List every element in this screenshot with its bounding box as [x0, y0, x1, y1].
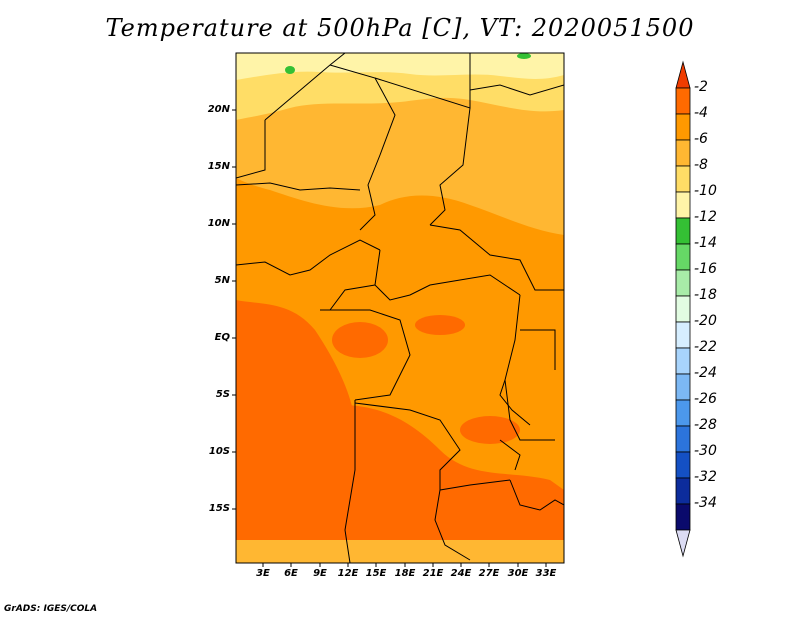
colorbar-label: -16	[694, 261, 717, 277]
colorbar-label: -14	[694, 235, 717, 251]
colorbar-swatch	[675, 191, 691, 219]
lat-ticks	[232, 109, 236, 510]
colorbar-label: -4	[694, 105, 708, 121]
colorbar-swatch	[675, 477, 691, 505]
colorbar-label: -8	[694, 157, 708, 173]
lon-label: 18E	[394, 568, 416, 579]
field-coolest	[236, 53, 564, 80]
colorbar-swatch	[675, 425, 691, 453]
colorbar-label: -18	[694, 287, 717, 303]
colorbar-swatch	[675, 269, 691, 297]
colorbar-label: -10	[694, 183, 717, 199]
colorbar-swatch	[675, 451, 691, 479]
colorbar	[675, 60, 691, 558]
field-warm-south	[340, 405, 564, 540]
field-mild-south	[236, 540, 564, 563]
colorbar-label: -20	[694, 313, 717, 329]
lon-label: 12E	[337, 568, 359, 579]
colorbar-swatch	[675, 373, 691, 401]
colorbar-swatch	[675, 243, 691, 271]
colorbar-label: -30	[694, 443, 717, 459]
lon-label: 24E	[450, 568, 472, 579]
footer-credit: GrADS: IGES/COLA	[4, 604, 98, 614]
lat-label: EQ	[214, 332, 230, 343]
colorbar-swatch	[675, 399, 691, 427]
lon-label: 15E	[365, 568, 387, 579]
lon-label: 27E	[478, 568, 500, 579]
lon-label: 6E	[284, 568, 298, 579]
lon-label: 3E	[256, 568, 270, 579]
colorbar-swatch	[675, 503, 691, 531]
colorbar-swatch	[675, 165, 691, 193]
colorbar-bottom-arrow	[675, 529, 691, 558]
lat-label: 10S	[208, 446, 230, 457]
colorbar-label: -22	[694, 339, 717, 355]
lat-label: 20N	[207, 104, 230, 115]
colorbar-label: -26	[694, 391, 717, 407]
lat-label: 10N	[207, 218, 230, 229]
lon-label: 30E	[507, 568, 529, 579]
map-title: Temperature at 500hPa [C], VT: 202005150…	[105, 14, 695, 42]
colorbar-swatch	[675, 347, 691, 375]
lon-ticks	[262, 563, 547, 567]
field-green-patch	[285, 66, 295, 74]
temperature-field	[236, 53, 564, 563]
colorbar-label: -12	[694, 209, 717, 225]
colorbar-label: -32	[694, 469, 717, 485]
lon-label: 9E	[313, 568, 327, 579]
lon-label: 21E	[422, 568, 444, 579]
colorbar-label: -2	[694, 79, 708, 95]
lat-label: 15N	[207, 161, 230, 172]
colorbar-swatch	[675, 87, 691, 115]
field-warm-patch	[415, 315, 465, 335]
colorbar-label: -6	[694, 131, 708, 147]
map-frame	[235, 52, 565, 564]
colorbar-swatch	[675, 295, 691, 323]
colorbar-top-arrow	[675, 60, 691, 89]
country-borders	[236, 53, 564, 563]
colorbar-label: -24	[694, 365, 717, 381]
field-green-patch	[517, 53, 531, 59]
lon-label: 33E	[535, 568, 557, 579]
lat-label: 5S	[215, 389, 230, 400]
colorbar-label: -34	[694, 495, 717, 511]
field-warm-patch	[460, 416, 520, 444]
colorbar-swatch	[675, 113, 691, 141]
colorbar-label: -28	[694, 417, 717, 433]
field-warm-patch	[332, 322, 388, 358]
field-warm-west	[236, 300, 357, 540]
colorbar-swatch	[675, 139, 691, 167]
lat-label: 15S	[208, 503, 230, 514]
colorbar-swatch	[675, 217, 691, 245]
lat-label: 5N	[214, 275, 230, 286]
colorbar-swatch	[675, 321, 691, 349]
